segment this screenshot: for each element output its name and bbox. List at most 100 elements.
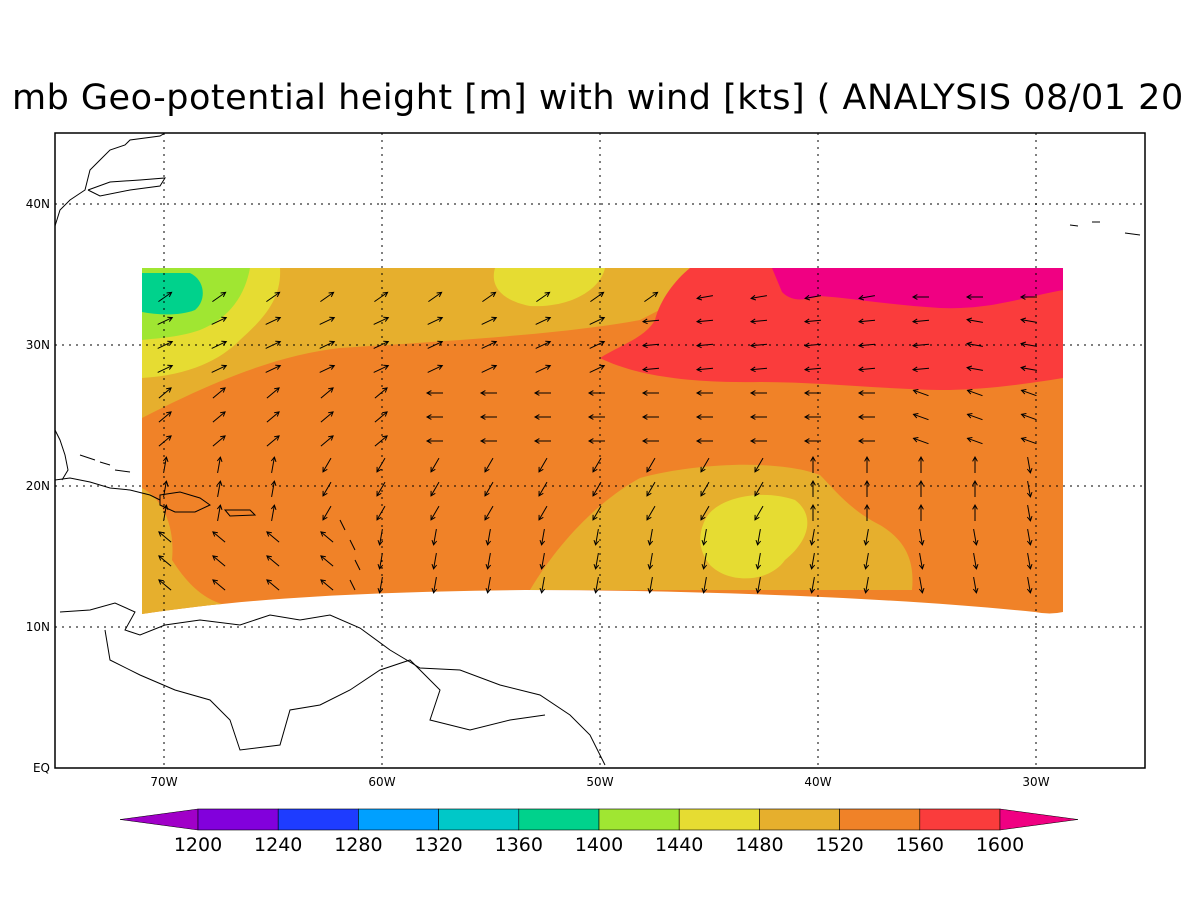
- wind-arrow: [217, 457, 221, 473]
- wind-arrow-head: [809, 587, 816, 594]
- wind-arrow: [212, 579, 226, 591]
- wind-arrow-head: [376, 490, 382, 497]
- wind-arrow-head: [377, 539, 384, 546]
- wind-arrow-head: [322, 466, 328, 473]
- wind-arrow-head: [646, 466, 652, 473]
- wind-arrow-head: [484, 514, 490, 521]
- wind-arrow: [373, 341, 389, 349]
- wind-arrow: [379, 529, 383, 545]
- field-region-1360: [142, 273, 203, 315]
- wind-arrow-head: [167, 316, 174, 322]
- wind-arrow: [589, 365, 605, 373]
- wind-arrow: [757, 577, 761, 593]
- wind-arrow: [433, 577, 437, 593]
- wind-arrow-head: [158, 531, 164, 537]
- wind-arrow: [750, 367, 768, 371]
- wind-arrow-head: [328, 291, 335, 298]
- wind-arrow-head: [274, 387, 280, 393]
- wind-arrow: [973, 529, 977, 545]
- coastline-north-america: [55, 133, 166, 227]
- wind-arrow-head: [701, 587, 708, 594]
- wind-arrow: [266, 387, 280, 399]
- lat-label-10n: 10N: [26, 620, 50, 634]
- wind-arrow-head: [972, 455, 978, 462]
- wind-arrow-head: [918, 539, 925, 546]
- wind-arrow: [865, 577, 869, 593]
- wind-arrow-head: [972, 503, 978, 510]
- wind-arrow-head: [587, 414, 594, 420]
- wind-arrow: [158, 435, 172, 447]
- wind-arrow-head: [1020, 437, 1027, 443]
- wind-arrow-head: [425, 438, 432, 444]
- wind-arrow: [481, 365, 497, 373]
- wind-arrow: [157, 317, 173, 325]
- wind-arrow-head: [212, 555, 218, 561]
- wind-arrow: [320, 555, 334, 567]
- wind-arrow-head: [864, 503, 870, 510]
- wind-arrow-head: [1020, 341, 1027, 348]
- wind-arrow: [322, 505, 332, 521]
- wind-arrow-head: [1020, 317, 1027, 324]
- wind-arrow: [265, 317, 281, 325]
- wind-arrow: [646, 505, 656, 521]
- lat-label-eq: EQ: [33, 761, 50, 775]
- wind-arrow-head: [377, 587, 384, 594]
- wind-arrow-head: [545, 316, 552, 322]
- wind-arrow: [595, 529, 599, 545]
- wind-arrow-head: [479, 414, 486, 420]
- wind-arrow-head: [1020, 365, 1027, 372]
- coastline-south-america-interior: [104, 629, 546, 751]
- wind-arrow-head: [641, 342, 648, 349]
- wind-arrow: [703, 529, 707, 545]
- wind-arrow: [211, 341, 227, 349]
- wind-arrow-head: [857, 438, 864, 444]
- wind-arrow: [804, 367, 822, 371]
- wind-arrow-head: [382, 435, 388, 441]
- wind-arrow: [320, 531, 334, 543]
- wind-arrow: [212, 411, 226, 423]
- wind-arrow-head: [431, 539, 438, 546]
- wind-arrow: [912, 319, 930, 323]
- field-region-1440-north: [493, 268, 605, 307]
- lat-label-40n: 40N: [26, 197, 50, 211]
- wind-arrow-head: [965, 294, 972, 300]
- wind-arrow: [919, 529, 923, 545]
- wind-arrow-head: [587, 390, 594, 396]
- wind-arrow-head: [538, 514, 544, 521]
- wind-arrow-head: [158, 579, 164, 585]
- field-region-1600: [772, 268, 1063, 309]
- colorbar-segment: [197, 808, 279, 831]
- wind-arrow-head: [803, 366, 810, 373]
- colorbar-label: 1440: [655, 834, 703, 856]
- wind-arrow: [481, 317, 497, 325]
- wind-arrow-head: [167, 364, 174, 370]
- wind-arrow: [430, 481, 440, 497]
- wind-arrow-head: [220, 291, 227, 298]
- wind-arrow-head: [592, 466, 598, 473]
- colorbar: 1200 1240 1280 1320 1360 1400 1440 1480 1520 1560…: [119, 808, 1079, 856]
- wind-arrow-head: [918, 503, 924, 510]
- wind-arrow-head: [695, 318, 702, 325]
- wind-arrow-head: [166, 291, 173, 298]
- wind-arrow-head: [539, 539, 546, 546]
- wind-arrow: [967, 389, 983, 397]
- wind-arrow-head: [545, 364, 552, 370]
- wind-arrow-head: [755, 563, 762, 570]
- wind-arrow: [1027, 529, 1031, 545]
- wind-arrow-head: [425, 414, 432, 420]
- wind-arrow-head: [912, 437, 919, 443]
- wind-arrow-head: [598, 291, 605, 298]
- wind-arrow-head: [491, 340, 498, 346]
- wind-arrow-head: [749, 366, 756, 373]
- wind-arrow-head: [592, 514, 598, 521]
- wind-arrow-head: [809, 563, 816, 570]
- wind-arrow-head: [491, 316, 498, 322]
- wind-arrow-head: [436, 291, 443, 298]
- wind-arrow: [646, 457, 656, 473]
- wind-arrow: [804, 319, 822, 323]
- wind-arrow: [373, 365, 389, 373]
- wind-arrow-head: [857, 366, 864, 373]
- wind-arrow: [754, 481, 764, 497]
- wind-arrow: [700, 481, 710, 497]
- wind-arrow-head: [320, 531, 326, 537]
